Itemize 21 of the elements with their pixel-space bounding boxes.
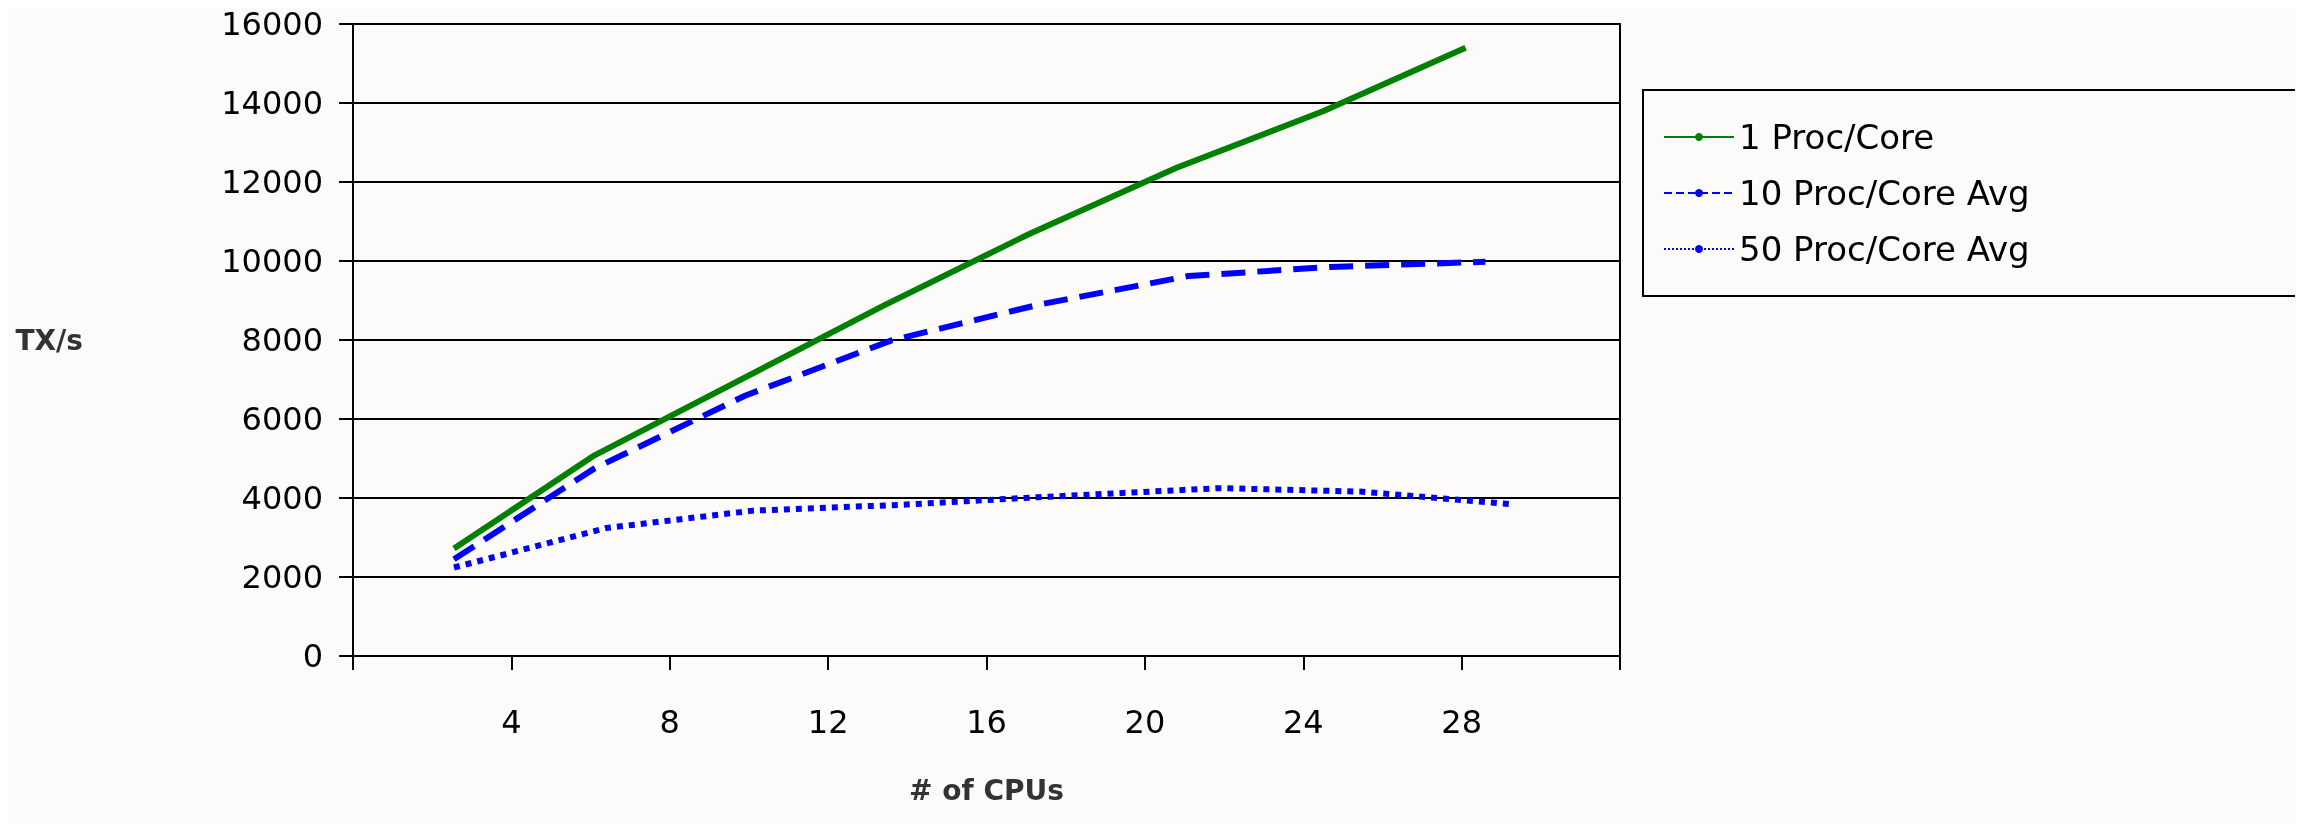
x-tick-label: 24 <box>1282 703 1324 741</box>
y-tick-label: 4000 <box>241 479 323 517</box>
y-tick-label: 14000 <box>221 84 323 122</box>
x-tick-label: 4 <box>501 703 522 741</box>
y-tick-label: 10000 <box>221 242 323 280</box>
x-tick-label: 16 <box>966 703 1007 741</box>
y-tick-label: 12000 <box>221 163 323 201</box>
y-tick-label: 8000 <box>241 321 323 359</box>
y-tick-label: 0 <box>302 637 323 675</box>
x-tick-label: 12 <box>807 703 849 741</box>
legend-label: 1 Proc/Core <box>1739 117 1935 157</box>
x-tick-label: 8 <box>659 703 680 741</box>
x-tick-label: 20 <box>1124 703 1166 741</box>
legend-label: 50 Proc/Core Avg <box>1739 229 2030 269</box>
legend-label: 10 Proc/Core Avg <box>1739 173 2030 213</box>
y-tick-label: 6000 <box>241 400 323 438</box>
x-tick-label: 28 <box>1441 703 1482 741</box>
y-tick-label: 16000 <box>221 5 323 43</box>
y-tick-label: 2000 <box>241 558 323 596</box>
x-axis-title: # of CPUs <box>909 773 1064 807</box>
y-axis-title: TX/s <box>15 323 83 357</box>
